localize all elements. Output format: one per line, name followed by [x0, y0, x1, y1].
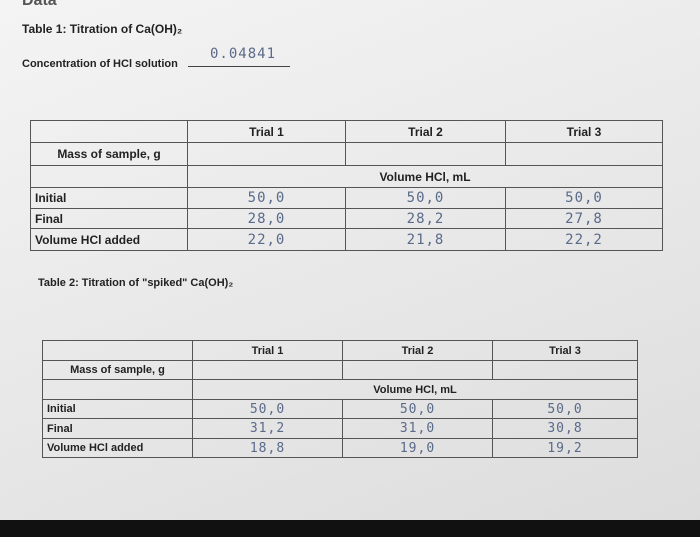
table-row: Trial 1 Trial 2 Trial 3: [30, 120, 663, 143]
concentration-value: 0.04841: [210, 46, 277, 62]
row-label: Initial: [42, 399, 193, 419]
row-label: Volume HCl added: [30, 228, 188, 251]
column-header: Trial 1: [192, 340, 343, 361]
table-row: Trial 1 Trial 2 Trial 3: [42, 340, 638, 361]
column-header: Trial 1: [187, 120, 346, 143]
cell: [192, 360, 343, 380]
page-title: Data: [22, 0, 57, 9]
table-title: Table 1: Titration of Ca(OH)₂: [22, 22, 183, 36]
column-header: Trial 3: [505, 120, 663, 143]
cell-value: 19,0: [342, 438, 493, 458]
data-table: Trial 1 Trial 2 Trial 3 Mass of sample, g Vo…: [30, 120, 663, 251]
cell: [30, 120, 188, 143]
cell-value: 18,8: [192, 438, 343, 458]
table-row: Final 31,2 31,0 30,8: [42, 418, 638, 439]
cell: [42, 340, 193, 361]
table-row: Volume HCl added 18,8 19,0 19,2: [42, 438, 638, 458]
cell-value: 50,0: [342, 399, 493, 419]
cell: [30, 165, 188, 188]
row-label: Final: [30, 208, 188, 229]
bezel: [0, 520, 700, 537]
cell-value: 19,2: [492, 438, 638, 458]
cell-value: 50,0: [187, 187, 346, 209]
concentration-label: Concentration of HCl solution: [22, 58, 178, 70]
table-row: Volume HCl, mL: [30, 165, 663, 188]
cell-value: 27,8: [505, 208, 663, 229]
table-row: Volume HCl, mL: [42, 379, 638, 400]
group-label: Volume HCl, mL: [192, 379, 638, 400]
cell: [342, 360, 493, 380]
cell-value: 50,0: [345, 187, 506, 209]
cell-value: 31,0: [342, 418, 493, 439]
row-label: Initial: [30, 187, 188, 209]
table-row: Volume HCl added 22,0 21,8 22,2: [30, 228, 663, 251]
cell-value: 50,0: [492, 399, 638, 419]
cell: [345, 142, 506, 166]
table-row: Initial 50,0 50,0 50,0: [42, 399, 638, 419]
table-row: Initial 50,0 50,0 50,0: [30, 187, 663, 209]
cell-value: 21,8: [345, 228, 506, 251]
cell-value: 30,8: [492, 418, 638, 439]
column-header: Trial 2: [342, 340, 493, 361]
cell: [42, 379, 193, 400]
row-label: Final: [42, 418, 193, 439]
cell-value: 22,0: [187, 228, 346, 251]
row-label: Volume HCl added: [42, 438, 193, 458]
row-label: Mass of sample, g: [42, 360, 193, 380]
column-header: Trial 2: [345, 120, 506, 143]
table-row: Mass of sample, g: [30, 142, 663, 166]
table-row: Mass of sample, g: [42, 360, 638, 380]
cell-value: 28,0: [187, 208, 346, 229]
cell: [187, 142, 346, 166]
data-table: Trial 1 Trial 2 Trial 3 Mass of sample, g Vo…: [42, 340, 638, 458]
group-label: Volume HCl, mL: [187, 165, 663, 188]
row-label: Mass of sample, g: [30, 142, 188, 166]
table-title: Table 2: Titration of "spiked" Ca(OH)₂: [38, 277, 234, 289]
cell: [492, 360, 638, 380]
cell-value: 22,2: [505, 228, 663, 251]
cell-value: 50,0: [192, 399, 343, 419]
table-row: Final 28,0 28,2 27,8: [30, 208, 663, 229]
cell-value: 31,2: [192, 418, 343, 439]
underline: [188, 66, 290, 67]
cell: [505, 142, 663, 166]
column-header: Trial 3: [492, 340, 638, 361]
cell-value: 50,0: [505, 187, 663, 209]
cell-value: 28,2: [345, 208, 506, 229]
